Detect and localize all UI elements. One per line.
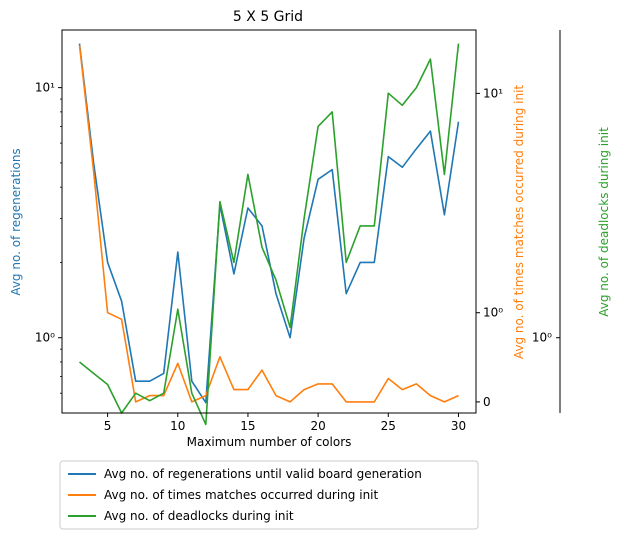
plot-series — [78, 43, 460, 426]
x-axis: 5 10 15 20 25 30 — [104, 413, 466, 433]
outer-tick-label: 10⁰ — [532, 331, 552, 345]
right-outer-axis-deadlocks: 10⁰ — [532, 30, 561, 413]
left-tick-label: 10⁰ — [35, 331, 55, 345]
legend-label-deadlocks: Avg no. of deadlocks during init — [104, 509, 294, 523]
x-tick-label: 30 — [451, 419, 466, 433]
x-axis-label: Maximum number of colors — [187, 435, 352, 449]
series-line-regen — [78, 43, 460, 404]
x-tick-label: 10 — [170, 419, 185, 433]
chart-title: 5 X 5 Grid — [233, 9, 303, 25]
x-tick-label: 5 — [104, 419, 112, 433]
right-axis-matches: 0 10⁰ 10¹ — [476, 86, 503, 409]
outer-axis-label: Avg no. of deadlocks during init — [597, 127, 611, 317]
legend-label-regenerations: Avg no. of regenerations until valid boa… — [104, 467, 422, 481]
left-tick-label: 10¹ — [35, 81, 55, 95]
x-tick-label: 25 — [381, 419, 396, 433]
right-axis-label: Avg no. of times matches occurred during… — [512, 85, 526, 360]
legend: Avg no. of regenerations until valid boa… — [59, 460, 479, 530]
legend-frame — [59, 460, 479, 530]
series-line-deadlocks — [78, 43, 460, 426]
series-line-matches — [78, 45, 459, 403]
right-tick-label: 10¹ — [483, 86, 503, 100]
right-tick-label: 10⁰ — [483, 306, 503, 320]
x-tick-label: 15 — [240, 419, 255, 433]
x-tick-label: 20 — [310, 419, 325, 433]
left-axis-regenerations: 10⁰ 10¹ — [35, 81, 62, 394]
legend-label-matches: Avg no. of times matches occurred during… — [104, 488, 379, 502]
plot-frame — [61, 29, 477, 414]
right-tick-label: 0 — [483, 395, 491, 409]
left-axis-label: Avg no. of regenerations — [9, 148, 23, 295]
